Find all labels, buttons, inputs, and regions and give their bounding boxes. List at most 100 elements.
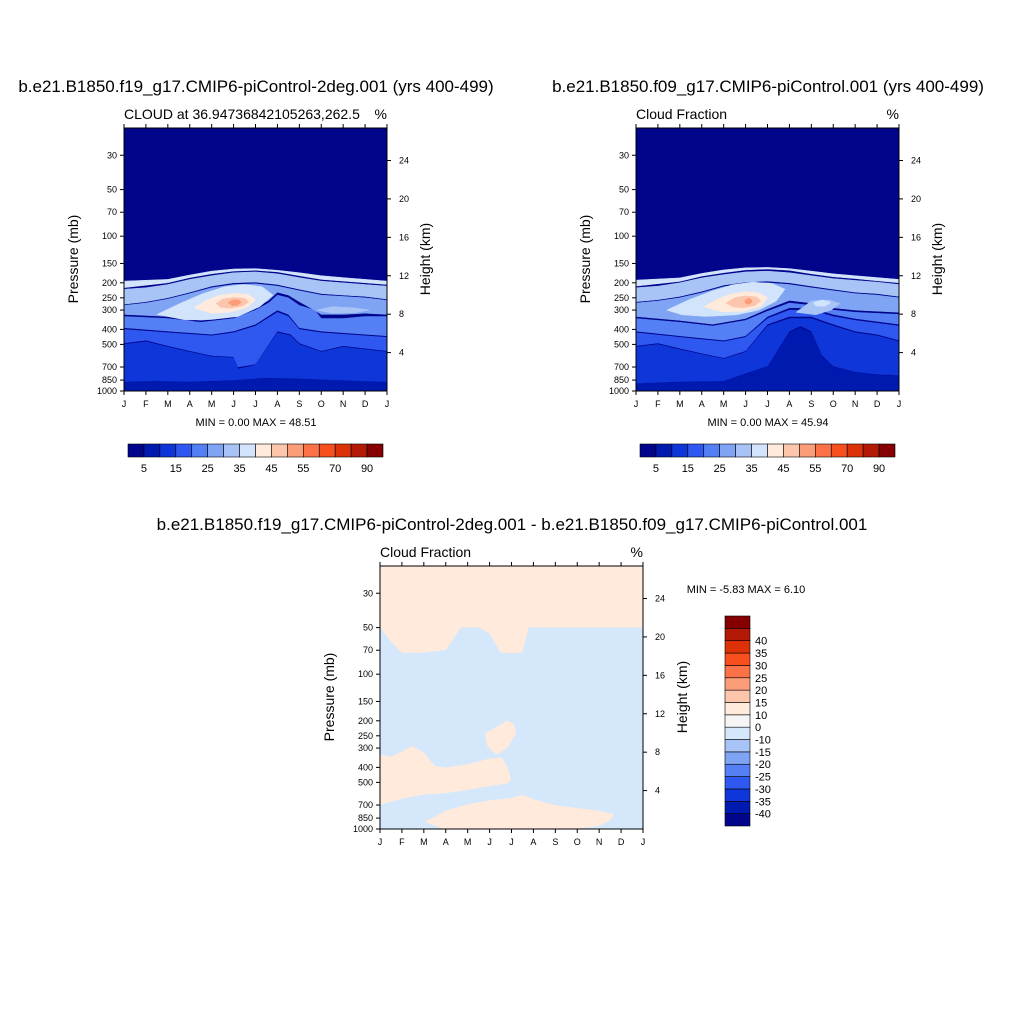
panel2-colorbar-label: 90 <box>873 463 885 475</box>
panel1-colorbar-box <box>159 443 177 458</box>
panel2-colorbar-box <box>862 443 880 458</box>
panel2-x-tick-label: F <box>655 399 661 409</box>
panel3-x-tick-label: J <box>641 837 646 847</box>
panel1-colorbar-box <box>143 443 161 458</box>
panel1-height-tick-label: 12 <box>399 271 409 281</box>
panel3-height-tick-label: 12 <box>655 709 665 719</box>
panel1-colorbar-box <box>287 443 304 458</box>
panel2-ylabel-right: Height (km) <box>929 223 945 295</box>
panel2-x-tick-label: J <box>743 399 748 409</box>
panel1-colorbar-box <box>175 443 193 458</box>
panel2-pressure-tick-label: 200 <box>614 278 629 288</box>
panel3-title: b.e21.B1850.f19_g17.CMIP6-piControl-2deg… <box>157 515 868 534</box>
panel2-contour-region-12 <box>744 298 753 305</box>
panel1-colorbar-label: 5 <box>141 463 147 475</box>
panel2-height-tick-label: 24 <box>911 156 921 166</box>
panel1-x-tick-label: N <box>340 399 347 409</box>
panel3-colorbar-label: 15 <box>755 697 767 709</box>
panel2-x-tick-label: J <box>897 399 902 409</box>
panel1-x-tick-label: A <box>274 399 280 409</box>
panel2-contour-region-5 <box>636 270 899 302</box>
panel1-subtitle-right: % <box>375 106 387 122</box>
panel1-ylabel-right: Height (km) <box>417 223 433 295</box>
panel2-contour-region-11 <box>725 295 762 309</box>
panel3-colorbar-box <box>724 714 751 728</box>
panel3-colorbar-label: 10 <box>755 710 767 722</box>
panel2-colorbar-label: 5 <box>653 463 659 475</box>
panel1-contour-region-3 <box>124 294 387 337</box>
panel1-colorbar-label: 90 <box>361 463 373 475</box>
panel2-colorbar-box <box>799 443 816 458</box>
panel3-height-tick-label: 16 <box>655 670 665 680</box>
panel2-colorbar-box <box>783 443 800 458</box>
panel2-colorbar-label: 55 <box>809 463 821 475</box>
panel3-colorbar-box <box>724 689 751 703</box>
panel3-x-tick-label: J <box>378 837 383 847</box>
panel2-colorbar-label: 25 <box>714 463 726 475</box>
panel3-colorbar-label: -10 <box>755 735 771 747</box>
panel2-x-tick-label: D <box>874 399 881 409</box>
panel1-colorbar-box <box>191 443 208 458</box>
panel3-colorbar-label: -35 <box>755 796 771 808</box>
panel1-contour-region-2 <box>124 312 387 368</box>
panel2-contour-region-1 <box>636 318 899 384</box>
panel1-minmax: MIN = 0.00 MAX = 48.51 <box>195 417 316 429</box>
panel2-x-tick-label: J <box>765 399 770 409</box>
panel2-pressure-tick-label: 150 <box>614 258 629 268</box>
panel3-pressure-tick-label: 850 <box>358 813 373 823</box>
panel1-colorbar-label: 70 <box>329 463 341 475</box>
panel2-height-tick-label: 8 <box>911 309 916 319</box>
panel3-colorbar-label: 20 <box>755 685 767 697</box>
panel1-colorbar-box <box>318 443 336 458</box>
panel2-contour-field <box>636 128 899 391</box>
panel3-colorbar-box <box>724 665 751 679</box>
panel3-colorbar-label: 35 <box>755 648 767 660</box>
panel3-x-tick-label: D <box>618 837 625 847</box>
panel3-pressure-tick-label: 250 <box>358 731 373 741</box>
panel3-x-tick-label: M <box>420 837 428 847</box>
panel3-colorbar-box <box>724 763 751 777</box>
panel3-subtitle-right: % <box>631 544 643 560</box>
panel1-x-tick-label: M <box>164 399 172 409</box>
panel3-colorbar-label: 25 <box>755 673 767 685</box>
panel1-pressure-tick-label: 300 <box>102 305 117 315</box>
panel1-colorbar-box <box>271 443 288 458</box>
panel2-contour-region-6 <box>636 267 899 287</box>
panel2-ylabel: Pressure (mb) <box>577 215 593 304</box>
panel3-x-tick-label: F <box>399 837 405 847</box>
panel2-colorbar-box <box>767 443 784 458</box>
panel3-x-tick-label: N <box>596 837 603 847</box>
panel2-subtitle-left: Cloud Fraction <box>636 106 727 122</box>
panel2-colorbar-box <box>878 443 896 458</box>
panel3-height-tick-label: 4 <box>655 786 660 796</box>
panel3-colorbar-box <box>724 751 751 765</box>
panel2-contour-region-9 <box>813 299 832 307</box>
panel1-pressure-tick-label: 70 <box>107 207 117 217</box>
panel2-pressure-tick-label: 1000 <box>609 386 629 396</box>
panel3-pressure-tick-label: 70 <box>363 645 373 655</box>
panel1-height-tick-label: 4 <box>399 348 404 358</box>
panel1-pressure-tick-label: 100 <box>102 231 117 241</box>
panel1-colorbar-box <box>255 443 272 458</box>
panel1-colorbar-box <box>239 443 256 458</box>
panel2-colorbar-box <box>671 443 689 458</box>
panel3-colorbar-label: -30 <box>755 784 771 796</box>
panel3-colorbar-box <box>724 726 751 740</box>
panel1-subtitle-left: CLOUD at 36.94736842105263,262.5 <box>124 106 360 122</box>
panel3-x-tick-label: J <box>487 837 492 847</box>
panel1-pressure-tick-label: 50 <box>107 185 117 195</box>
panel1-pressure-tick-label: 700 <box>102 362 117 372</box>
panel3-colorbar-label: 0 <box>755 722 761 734</box>
panel2-height-tick-label: 20 <box>911 194 921 204</box>
panel1-contour-region-6 <box>124 268 387 288</box>
panel3-x-tick-label: M <box>464 837 472 847</box>
panel3-colorbar-box <box>724 652 751 666</box>
panel2-pressure-tick-label: 100 <box>614 231 629 241</box>
panel3-colorbar-label: -40 <box>755 809 771 821</box>
panel1-colorbar-label: 35 <box>233 463 245 475</box>
panel3-x-tick-label: A <box>530 837 536 847</box>
panel2-pressure-tick-label: 70 <box>619 207 629 217</box>
panel2-pressure-tick-label: 50 <box>619 185 629 195</box>
panel2-colorbar-label: 70 <box>841 463 853 475</box>
panel1-x-tick-label: F <box>143 399 149 409</box>
